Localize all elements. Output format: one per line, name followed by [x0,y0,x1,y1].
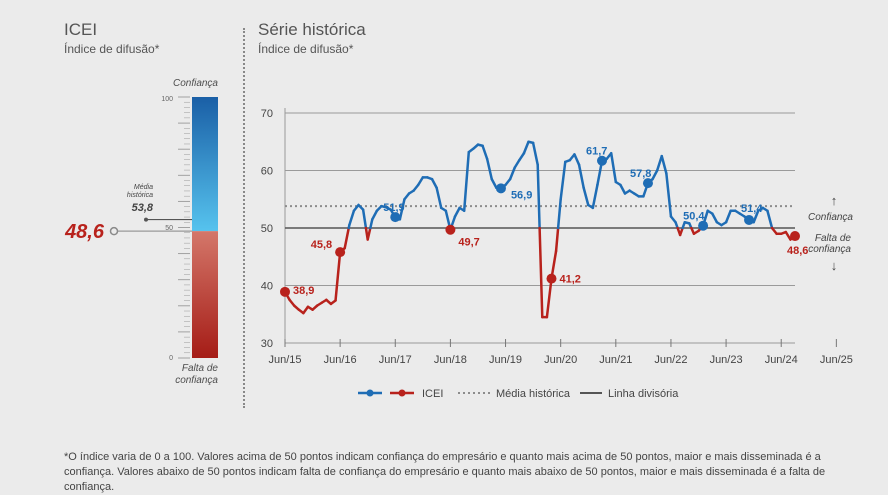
series-icei [285,142,795,317]
x-tick-label: Jun/25 [820,354,853,366]
y-tick-label: 60 [261,166,273,178]
data-label: 38,9 [293,285,314,297]
series-segment [510,168,515,180]
series-segment [584,188,589,205]
series-segment [455,208,460,217]
arrow-down-icon: ↓ [831,258,838,273]
series-segment [593,185,598,208]
series-segment [515,160,520,167]
series-segment [653,171,658,180]
series-segment [336,252,341,300]
series-segment [786,232,791,239]
data-point [546,274,556,284]
data-label: 56,9 [511,189,532,201]
data-label: 61,7 [586,146,607,158]
series-segment [524,142,529,154]
series-segment [372,211,377,220]
series-segment [540,228,543,317]
series-segment [558,199,561,228]
legend-media-label: Média histórica [496,388,571,400]
falta-label-2: confiança [808,244,851,255]
y-tick-label: 50 [261,223,273,235]
x-tick-label: Jun/22 [654,354,687,366]
legend-icei-swatch [358,390,414,397]
x-tick-label: Jun/17 [379,354,412,366]
y-tick-label: 70 [261,108,273,120]
legend: ICEI Média histórica Linha divisória [350,382,700,404]
annotations: 38,9 45,8 51,9 49,7 56,9 41,2 61,7 57,8 50,4 51,4… [280,146,808,297]
series-segment [561,162,566,199]
footnote: *O índice varia de 0 a 100. Valores acim… [64,450,864,495]
series-segment [368,228,371,240]
data-label: 51,9 [383,202,404,214]
data-label: 48,6 [787,245,808,257]
series-segment [349,211,354,225]
line-chart: 30 40 50 60 70 Jun/15 Jun/16 Jun/17 Jun/18 Jun/1… [0,0,888,420]
legend-linha-label: Linha divisória [608,388,679,400]
series-segment [666,173,671,216]
series-segment [363,210,366,228]
data-point [496,183,506,193]
data-label: 45,8 [311,239,332,251]
series-segment [767,211,772,228]
series-segment [437,188,442,208]
series-segment [487,159,492,179]
series-segment [464,152,469,211]
series-segment [611,153,616,182]
data-label: 49,7 [458,237,479,249]
x-tick-label: Jun/15 [268,354,301,366]
data-point [445,225,455,235]
y-axis: 30 40 50 60 70 [261,108,273,350]
series-segment [538,165,540,228]
data-point [335,247,345,257]
series-segment [712,214,717,223]
series-segment [547,279,552,318]
series-segment [492,179,497,188]
series-segment [533,143,538,165]
series-segment [726,211,731,223]
x-tick-label: Jun/20 [544,354,577,366]
legend-icei-label: ICEI [422,388,443,400]
data-label: 50,4 [683,211,705,223]
data-point [280,287,290,297]
series-segment [483,146,488,159]
series-segment [345,228,349,248]
arrow-up-icon: ↑ [831,193,838,208]
data-label: 57,8 [630,168,651,180]
x-tick-label: Jun/24 [765,354,798,366]
x-tick-label: Jun/19 [489,354,522,366]
series-segment [418,177,423,184]
data-label: 41,2 [559,274,580,286]
falta-label-1: Falta de [815,233,852,244]
series-segment [620,185,625,194]
x-tick-label: Jun/21 [599,354,632,366]
confianca-label: Confiança [808,212,853,223]
series-segment [370,219,372,228]
y-tick-label: 30 [261,338,273,350]
y-tick-label: 40 [261,281,273,293]
x-tick-label: Jun/16 [324,354,357,366]
series-segment [556,228,558,251]
data-label: 51,4 [741,203,763,215]
x-tick-label: Jun/23 [710,354,743,366]
series-segment [432,179,437,188]
x-tick-label: Jun/18 [434,354,467,366]
series-segment [574,154,579,164]
data-point [744,215,754,225]
data-point [790,231,800,241]
series-segment [579,165,584,188]
